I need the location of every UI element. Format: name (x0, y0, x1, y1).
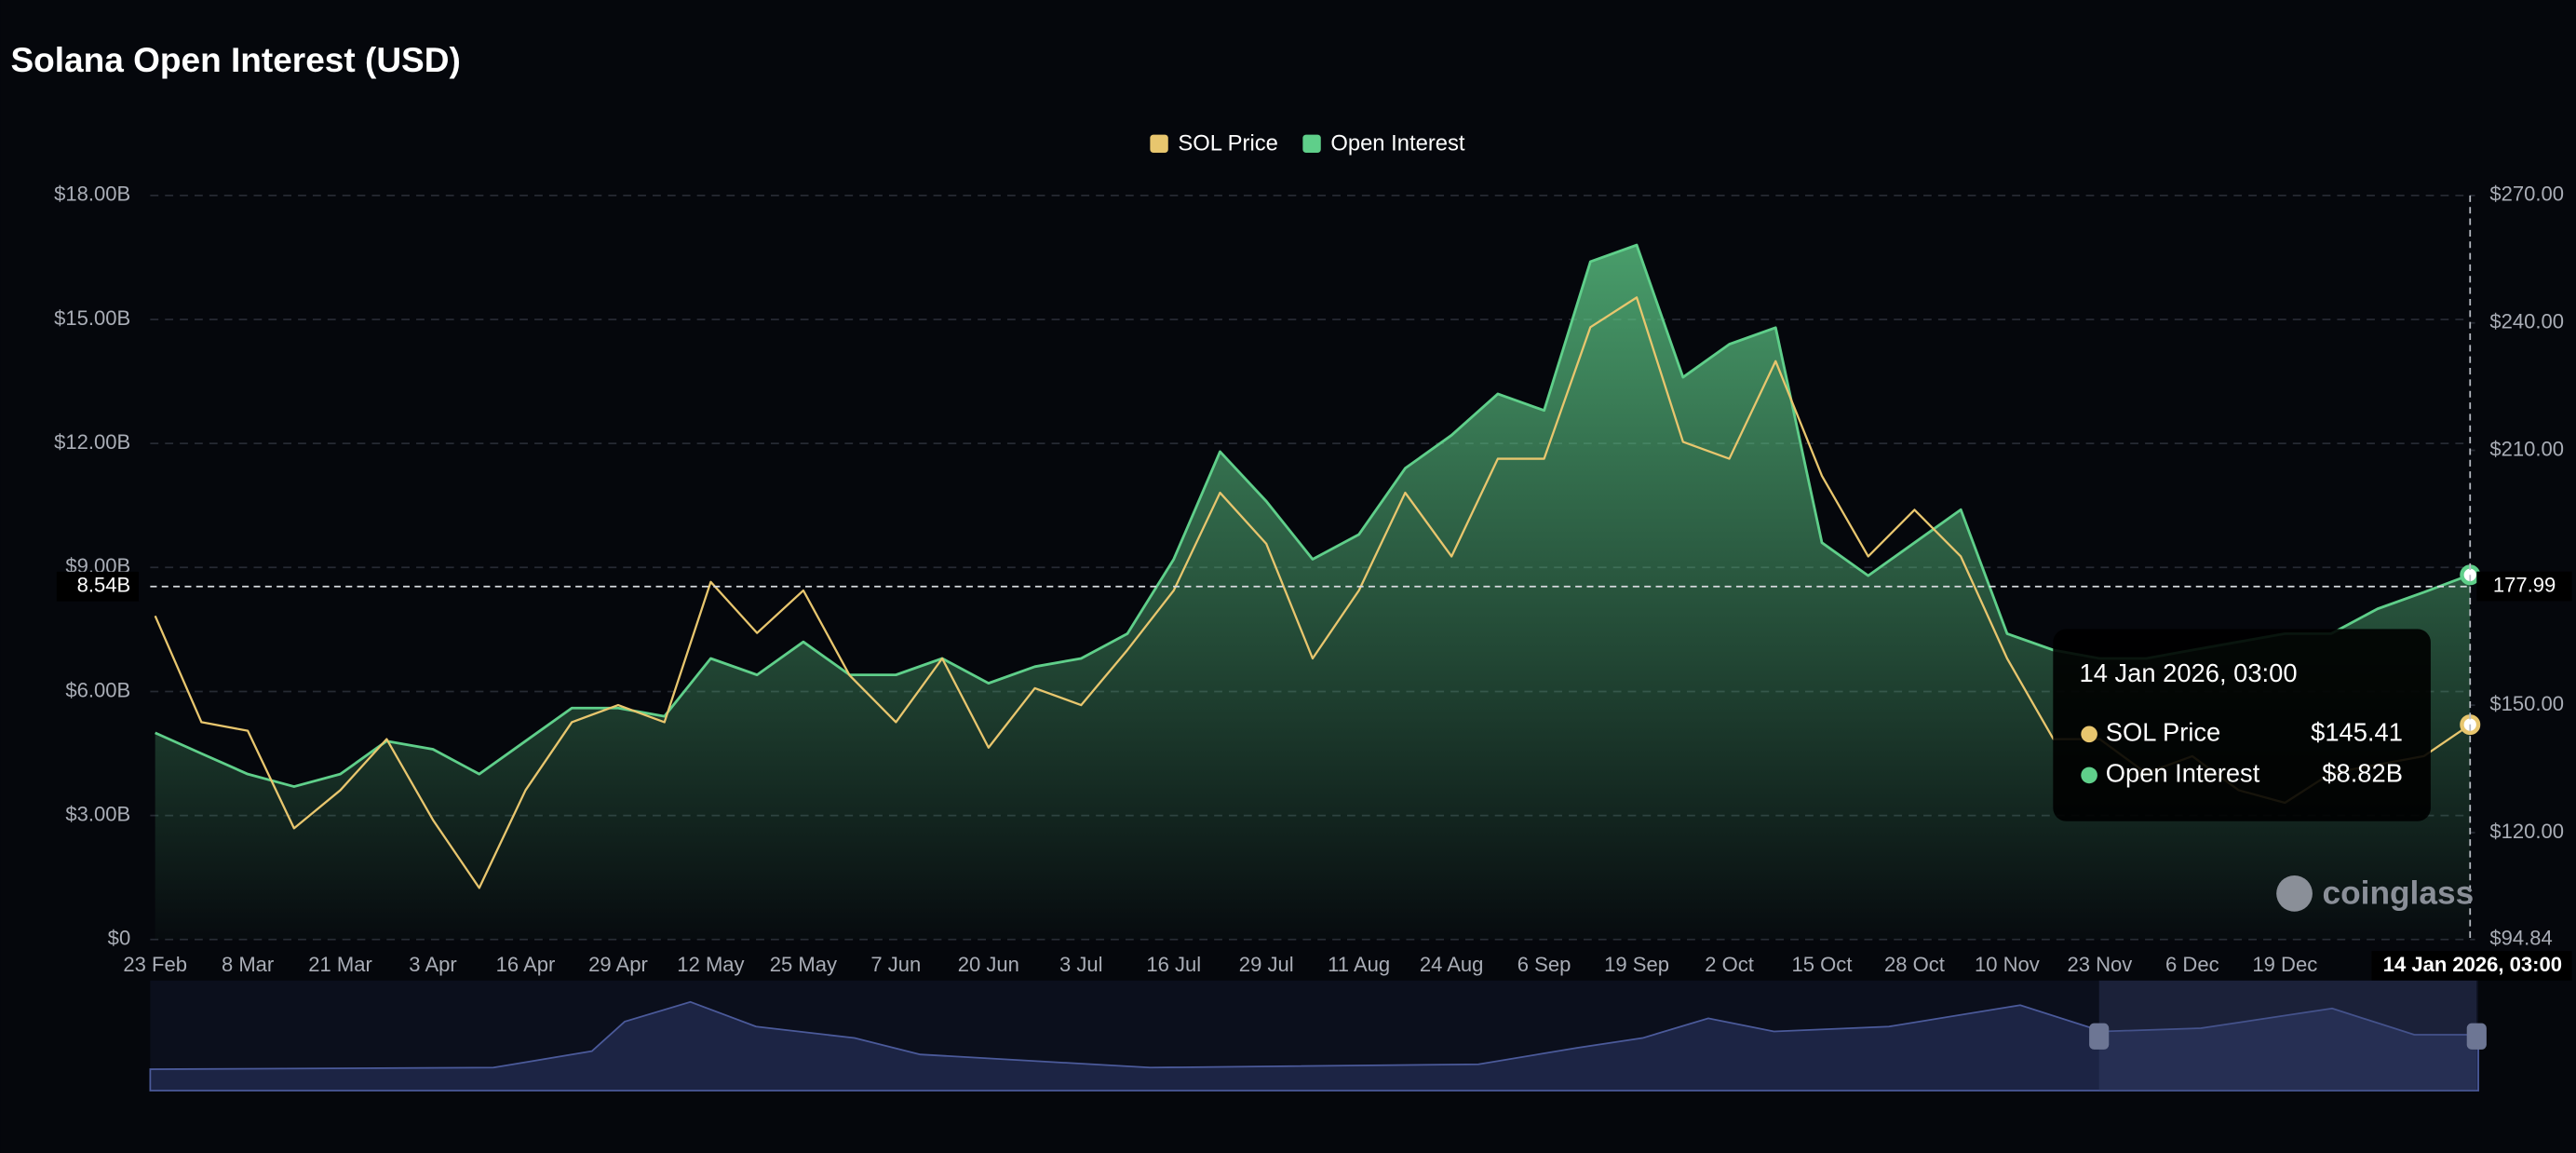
legend-label: Open Interest (1330, 130, 1465, 156)
legend-label: SOL Price (1178, 130, 1278, 156)
chart-title: Solana Open Interest (USD) (10, 40, 460, 79)
x-tick-label: 16 Jul (1146, 953, 1201, 976)
y2-tick-label: $210.00 (2489, 437, 2564, 460)
y2-tick-label: $240.00 (2489, 310, 2564, 333)
x-tick-label: 12 May (677, 953, 744, 976)
x-tick-label: 20 Jun (958, 953, 1019, 976)
x-tick-label: 23 Feb (123, 953, 187, 976)
tooltip: 14 Jan 2026, 03:00 SOL Price $145.41 Ope… (2053, 629, 2431, 821)
x-tick-label: 24 Aug (1420, 953, 1484, 976)
x-tick-label: 19 Sep (1604, 953, 1669, 976)
x-tick-label: 8 Mar (222, 953, 274, 976)
plot: 8.54B 177.99 14 Jan 2026, 03:00 (56, 195, 2572, 981)
y-tick-label: $6.00B (65, 678, 130, 701)
y-tick-label: $18.00B (54, 183, 130, 206)
navigator-handle[interactable] (2466, 1023, 2487, 1050)
watermark-logo (2276, 875, 2313, 912)
navigator-area (149, 1000, 2479, 1092)
y-tick-label: $3.00B (65, 802, 130, 825)
x-tick-label: 3 Apr (409, 953, 456, 976)
x-tick-label: 29 Apr (588, 953, 648, 976)
navigator-selection[interactable] (2098, 980, 2477, 1091)
crosshair-label-bg (2476, 571, 2572, 602)
x-tick-label: 6 Dec (2165, 953, 2219, 976)
x-tick-label: 25 May (770, 953, 837, 976)
area (155, 245, 2471, 940)
navigator-handle[interactable] (2089, 1023, 2110, 1050)
legend-swatch (1302, 134, 1321, 154)
tooltip-value: $145.41 (2311, 718, 2403, 747)
y2-tick-label: $270.00 (2489, 183, 2564, 206)
tooltip-title: 14 Jan 2026, 03:00 (2080, 658, 2298, 687)
y-tick-label: $15.00B (54, 306, 130, 330)
crosshair-label-bg (2371, 951, 2572, 981)
tooltip-box (2053, 629, 2431, 821)
x-tick-label: 29 Jul (1239, 953, 1294, 976)
watermark-text: coinglass (2323, 875, 2475, 911)
crosshair-x-label: 14 Jan 2026, 03:00 (2383, 953, 2562, 976)
x-tick-label: 15 Oct (1792, 953, 1853, 976)
legend: SOL Price Open Interest (1150, 130, 1465, 156)
y-tick-label: $0 (108, 927, 131, 950)
x-tick-label: 28 Oct (1884, 953, 1945, 976)
crosshair-label-bg (56, 571, 140, 602)
x-tick-label: 10 Nov (1975, 953, 2040, 976)
x-tick-label: 21 Mar (308, 953, 372, 976)
y2-tick-label: $150.00 (2489, 692, 2564, 715)
x-tick-label: 6 Sep (1517, 953, 1571, 976)
x-tick-label: 7 Jun (870, 953, 921, 976)
crosshair-y2-label: 177.99 (2493, 573, 2556, 596)
x-tick-label: 19 Dec (2252, 953, 2317, 976)
legend-swatch (1150, 134, 1168, 154)
x-tick-label: 23 Nov (2067, 953, 2132, 976)
tooltip-name: Open Interest (2106, 759, 2260, 788)
x-tick-label: 16 Apr (496, 953, 556, 976)
tooltip-swatch (2081, 766, 2097, 784)
x-tick-label: 11 Aug (1328, 953, 1390, 976)
crosshair-y-label: 8.54B (77, 574, 131, 597)
tooltip-name: SOL Price (2106, 718, 2221, 747)
tooltip-swatch (2081, 726, 2097, 743)
x-tick-label: 3 Jul (1059, 953, 1103, 976)
y2-tick-label: $94.84 (2489, 927, 2552, 950)
navigator (149, 980, 2487, 1092)
y-tick-label: $12.00B (54, 430, 130, 454)
y2-tick-label: $120.00 (2489, 820, 2564, 843)
tooltip-value: $8.82B (2322, 759, 2403, 788)
watermark: coinglass (2276, 875, 2475, 912)
x-tick-label: 2 Oct (1705, 953, 1754, 976)
